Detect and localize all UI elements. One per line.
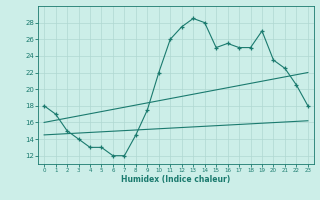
X-axis label: Humidex (Indice chaleur): Humidex (Indice chaleur) [121,175,231,184]
